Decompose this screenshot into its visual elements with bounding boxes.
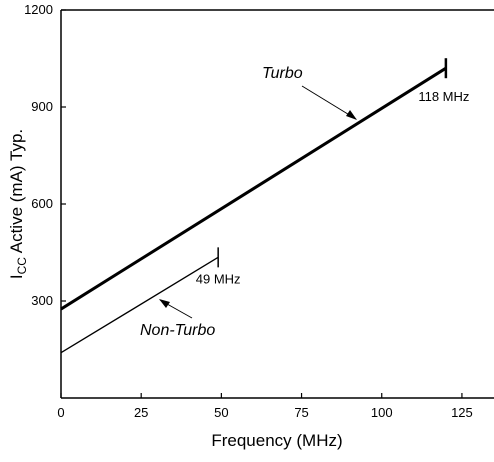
non-turbo-pointer-arrowhead — [159, 299, 170, 308]
x-axis-ticks: 0 25 50 75 100 125 — [57, 393, 473, 420]
y-tick-label: 300 — [31, 293, 53, 308]
x-tick-label: 75 — [294, 405, 308, 420]
y-axis-title: ICC Active (mA) Typ. — [7, 129, 29, 279]
series-label-non-turbo: Non-Turbo — [140, 322, 215, 339]
turbo-pointer-arrowhead — [346, 110, 357, 120]
x-tick-label: 25 — [134, 405, 148, 420]
series-line-non-turbo — [60, 256, 219, 354]
series-end-label-non-turbo: 49 MHz — [196, 271, 241, 286]
y-tick-label: 1200 — [24, 2, 53, 17]
x-tick-label: 50 — [214, 405, 228, 420]
y-tick-label: 900 — [31, 99, 53, 114]
x-tick-label: 0 — [57, 405, 64, 420]
y-tick-label: 600 — [31, 196, 53, 211]
series-line-turbo — [60, 66, 447, 311]
x-tick-label: 100 — [371, 405, 393, 420]
y-axis-title-subscript: CC — [15, 257, 29, 275]
y-axis-ticks: 300 600 900 1200 — [24, 2, 66, 308]
series-end-label-turbo: 118 MHz — [418, 89, 469, 104]
series-layer: 118 MHz 49 MHz — [60, 58, 469, 354]
y-axis-title-suffix: Active (mA) Typ. — [7, 129, 26, 257]
x-axis-title: Frequency (MHz) — [211, 431, 342, 450]
y-axis-title-prefix: I — [7, 274, 26, 279]
turbo-pointer-line — [301, 85, 357, 120]
series-label-turbo: Turbo — [262, 65, 303, 82]
x-tick-label: 125 — [451, 405, 473, 420]
